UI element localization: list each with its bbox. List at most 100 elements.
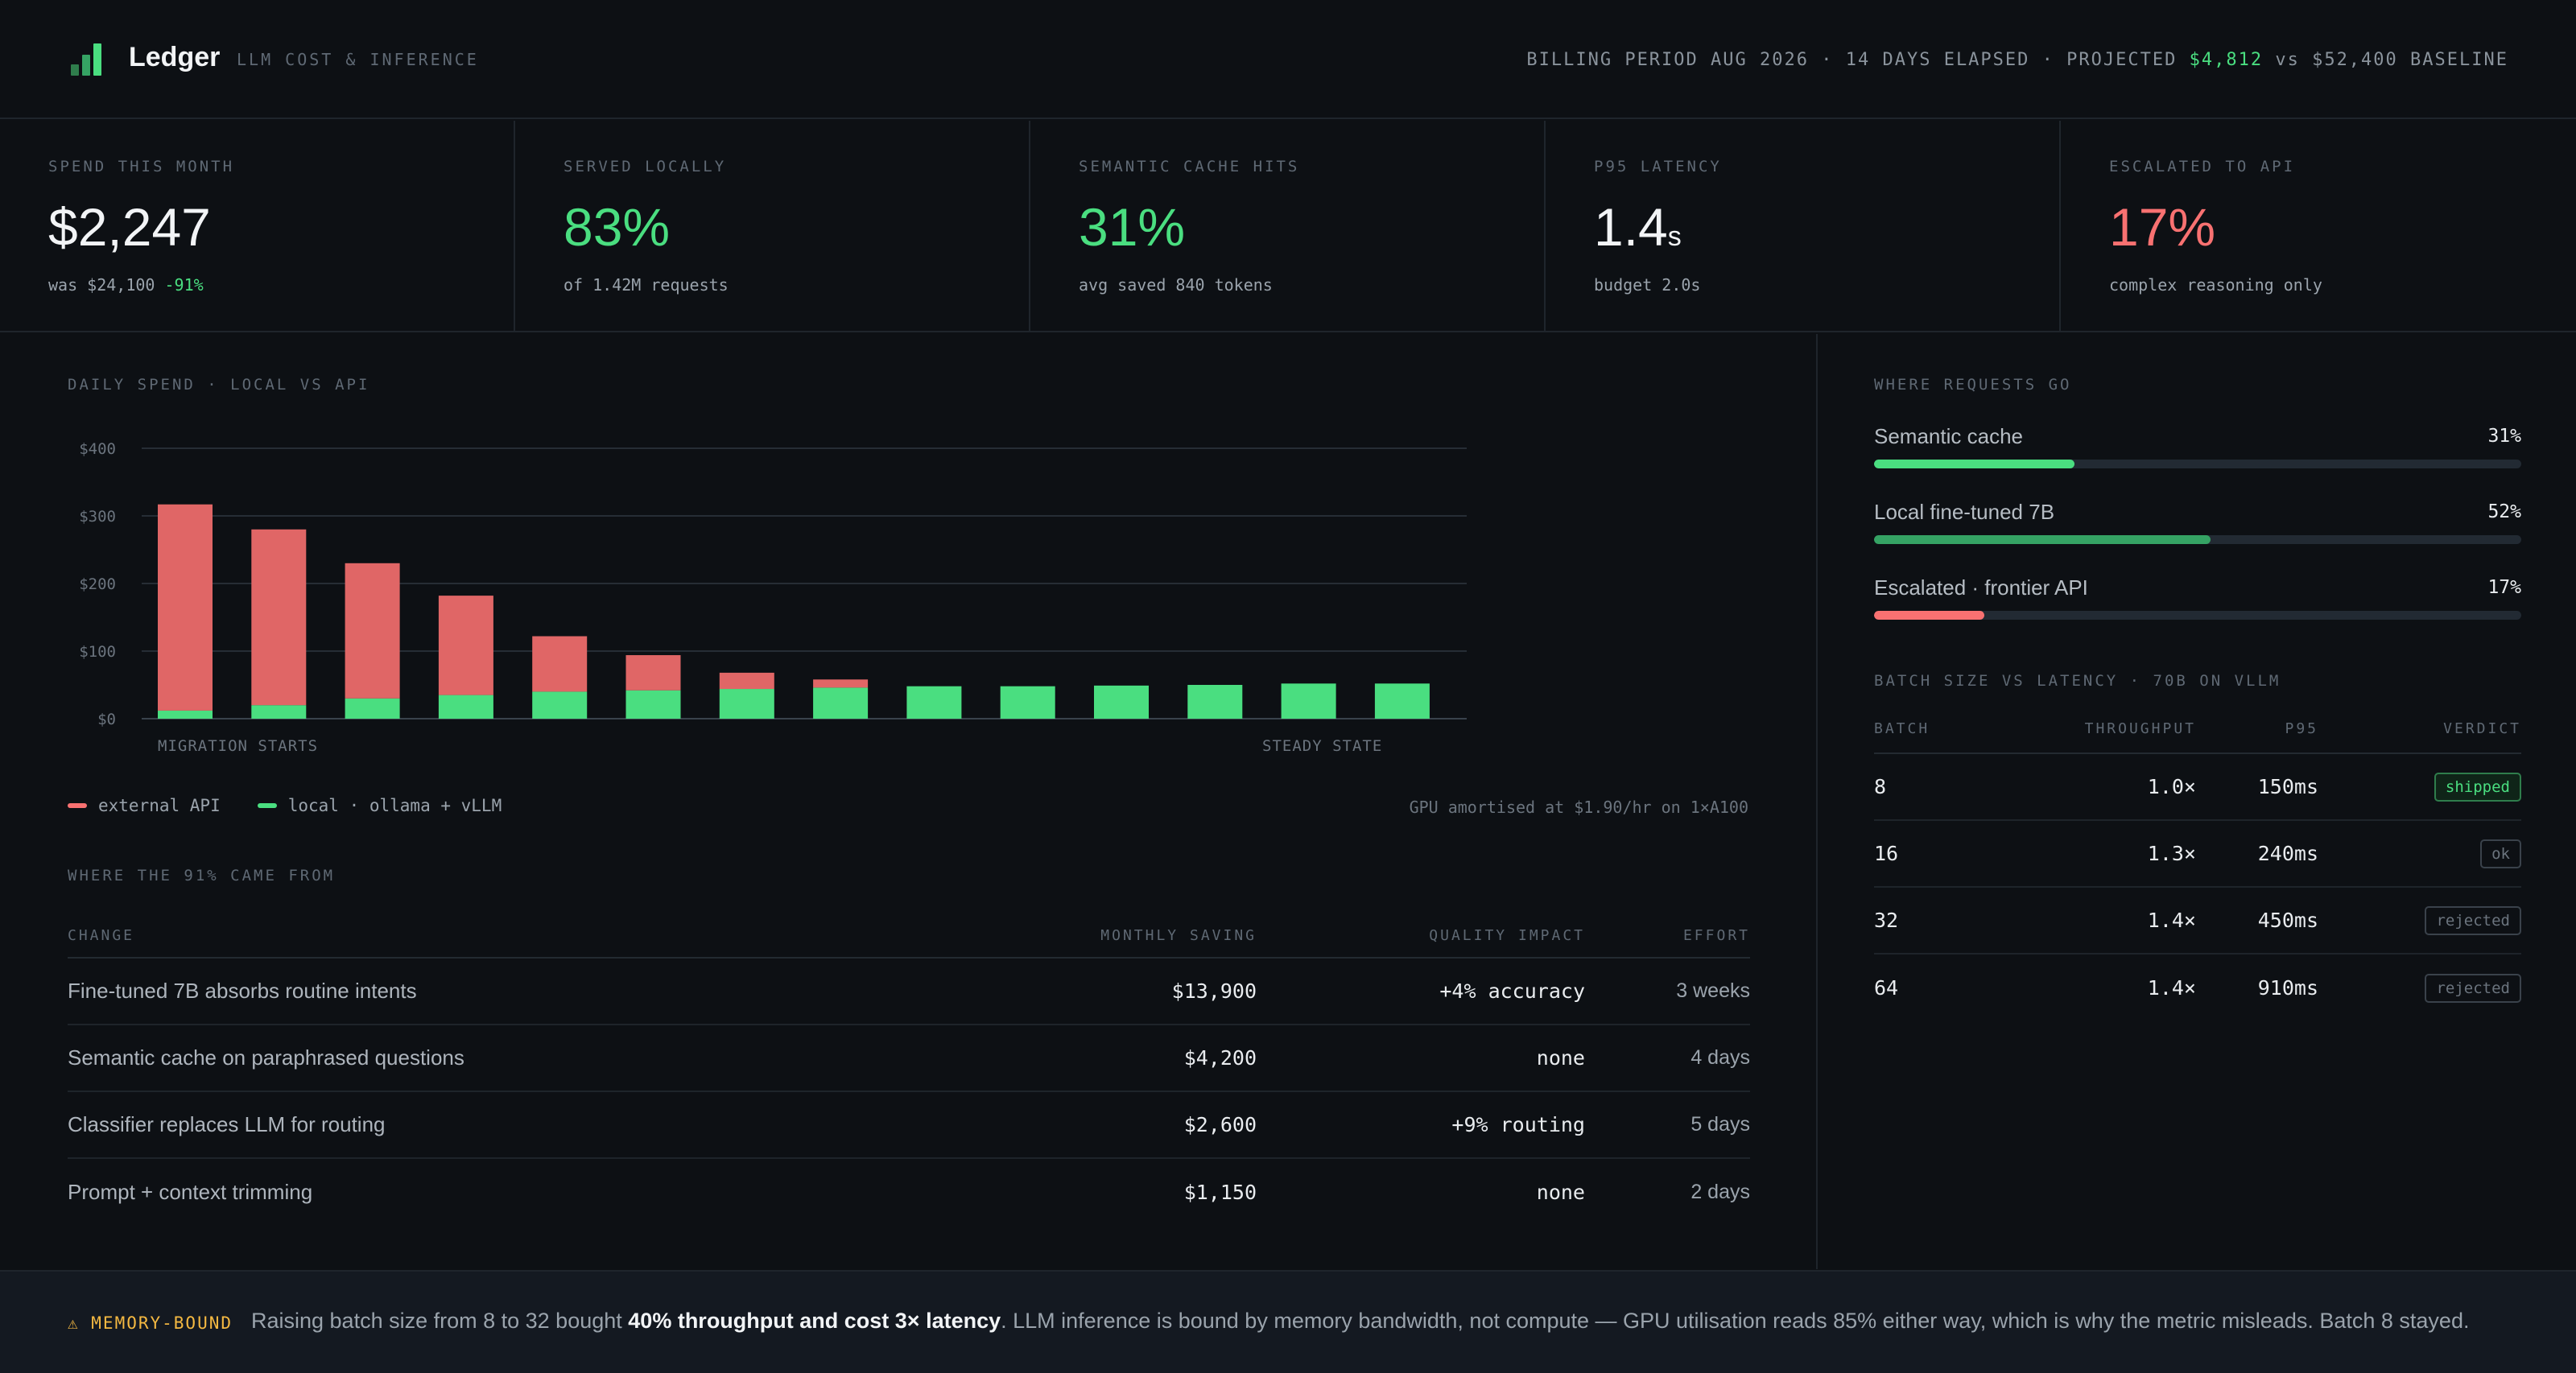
y-tick-label: $200 <box>79 575 116 593</box>
routing-pct: 52% <box>2487 501 2521 522</box>
y-tick-label: $300 <box>79 508 116 526</box>
memory-bound-tag: ⚠ MEMORY-BOUND <box>68 1313 233 1333</box>
kpi-label: P95 LATENCY <box>1594 158 1722 175</box>
changes-body: Fine-tuned 7B absorbs routine intents $13… <box>68 959 1750 1226</box>
bar-local <box>1000 686 1055 719</box>
insight-banner: ⚠ MEMORY-BOUND Raising batch size from 8… <box>0 1270 2576 1373</box>
table-row: 32 1.4× 450ms rejected <box>1874 888 2521 955</box>
y-tick-label: $400 <box>79 440 116 458</box>
col-batch: BATCH <box>1874 719 1930 737</box>
change-cell: Prompt + context trimming <box>68 1180 313 1204</box>
routing-item: Escalated · frontier API 17% <box>1874 575 2521 620</box>
kpi-card: SPEND THIS MONTH $2,247 was $24,100 -91% <box>0 121 515 331</box>
batch-body: 8 1.0× 150ms shipped 16 1.3× 240ms ok 32 1.4× 450m… <box>1874 754 2521 1021</box>
kpi-sub-text: budget 2.0s <box>1594 275 1701 295</box>
daily-spend-chart: $0 $100 $200 $300 $400 MIGRATION STARTS STEADY… <box>79 440 1467 755</box>
col-saving: MONTHLY SAVING <box>1100 926 1257 944</box>
p95-cell: 150ms <box>2257 775 2318 798</box>
saving-cell: $1,150 <box>1183 1181 1257 1204</box>
verdict-badge: shipped <box>2434 772 2521 802</box>
table-row: 64 1.4× 910ms rejected <box>1874 955 2521 1021</box>
annotation-migration-starts: MIGRATION STARTS <box>158 737 318 755</box>
insight-pre: Raising batch size from 8 to 32 bought <box>251 1309 629 1333</box>
kpi-subtext: complex reasoning only <box>2109 275 2322 295</box>
p95-cell: 910ms <box>2257 976 2318 1000</box>
col-verdict: VERDICT <box>2443 719 2521 737</box>
kpi-value: $2,247 <box>48 195 211 259</box>
verdict-badge: ok <box>2480 839 2521 868</box>
routing-bar-track <box>1874 611 2521 620</box>
batch-header-row: BATCH THROUGHPUT P95 VERDICT <box>1874 704 2521 754</box>
col-quality: QUALITY IMPACT <box>1429 926 1585 944</box>
insight-bold: 40% throughput and cost 3× latency <box>628 1309 1001 1333</box>
kpi-subtext: was $24,100 -91% <box>48 275 204 295</box>
saving-cell: $13,900 <box>1171 979 1257 1003</box>
kpi-sub-accent: -91% <box>164 275 204 295</box>
bar-api <box>438 596 493 695</box>
bar-local <box>1281 683 1336 719</box>
col-change: CHANGE <box>68 926 135 944</box>
kpi-card: SEMANTIC CACHE HITS 31% avg saved 840 toke… <box>1030 121 1546 331</box>
table-row: 8 1.0× 150ms shipped <box>1874 754 2521 821</box>
routing-pct: 31% <box>2487 426 2521 447</box>
effort-cell: 4 days <box>1690 1046 1750 1069</box>
kpi-card: SERVED LOCALLY 83% of 1.42M requests <box>515 121 1030 331</box>
col-throughput: THROUGHPUT <box>2084 719 2196 737</box>
kpi-number: 1.4 <box>1594 197 1668 257</box>
p95-cell: 240ms <box>2257 842 2318 865</box>
routing-bar-fill <box>1874 535 2211 544</box>
quality-cell: +9% routing <box>1451 1113 1585 1136</box>
bar-local <box>1094 685 1149 719</box>
kpi-number: 83% <box>564 197 671 257</box>
batch-cell: 64 <box>1874 976 1899 1000</box>
col-p95: P95 <box>2285 719 2318 737</box>
left-panel: DAILY SPEND · LOCAL VS API $0 $100 $200 $30… <box>0 334 1818 1269</box>
bar-local <box>813 687 869 719</box>
changes-table: CHANGE MONTHLY SAVING QUALITY IMPACT EFF… <box>68 913 1750 1226</box>
kpi-strip: SPEND THIS MONTH $2,247 was $24,100 -91% SE… <box>0 121 2576 332</box>
verdict-badge: rejected <box>2425 973 2521 1003</box>
kpi-card: P95 LATENCY 1.4s budget 2.0s <box>1546 121 2061 331</box>
kpi-value: 17% <box>2109 195 2215 259</box>
batch-table: BATCH THROUGHPUT P95 VERDICT 8 1.0× 150ms s… <box>1874 704 2521 1021</box>
change-cell: Semantic cache on paraphrased questions <box>68 1045 464 1070</box>
bar-api <box>625 655 681 691</box>
quality-cell: none <box>1536 1181 1585 1204</box>
throughput-cell: 1.3× <box>2147 842 2196 865</box>
bar-api <box>719 672 774 690</box>
col-effort: EFFORT <box>1682 926 1750 944</box>
annotation-steady-state: STEADY STATE <box>1262 737 1382 755</box>
bar-api <box>251 529 307 706</box>
batch-cell: 8 <box>1874 775 1887 798</box>
routing-bar-track <box>1874 460 2521 468</box>
routing-item: Local fine-tuned 7B 52% <box>1874 500 2521 544</box>
table-row: Prompt + context trimming $1,150 none 2 day… <box>68 1159 1750 1226</box>
verdict-cell: rejected <box>2318 905 2521 935</box>
kpi-subtext: budget 2.0s <box>1594 275 1700 295</box>
quality-cell: +4% accuracy <box>1439 979 1585 1003</box>
routing-pct: 17% <box>2487 577 2521 598</box>
kpi-unit: s <box>1667 221 1682 252</box>
effort-cell: 3 weeks <box>1676 979 1750 1002</box>
kpi-subtext: of 1.42M requests <box>564 275 729 295</box>
change-cell: Fine-tuned 7B absorbs routine intents <box>68 979 417 1003</box>
p95-cell: 450ms <box>2257 909 2318 932</box>
bar-api <box>345 563 400 699</box>
y-tick-label: $100 <box>79 643 116 661</box>
effort-cell: 5 days <box>1690 1113 1750 1136</box>
verdict-cell: ok <box>2318 839 2521 868</box>
legend-item-api: external API <box>68 796 221 815</box>
batch-cell: 32 <box>1874 909 1899 932</box>
kpi-label: SPEND THIS MONTH <box>48 158 235 175</box>
app-brand[interactable]: Ledger <box>129 42 221 72</box>
kpi-value: 31% <box>1079 195 1185 259</box>
chart-legend: external API local · ollama + vLLM <box>68 796 502 815</box>
quality-cell: none <box>1536 1046 1585 1070</box>
kpi-label: SEMANTIC CACHE HITS <box>1079 158 1300 175</box>
kpi-number: $2,247 <box>48 197 211 257</box>
table-row: Classifier replaces LLM for routing $2,60… <box>68 1092 1750 1159</box>
legend-swatch-api <box>68 803 87 808</box>
bar-local <box>1374 683 1430 719</box>
table-row: Semantic cache on paraphrased questions $… <box>68 1025 1750 1092</box>
kpi-sub-text: avg saved 840 tokens <box>1079 275 1273 295</box>
